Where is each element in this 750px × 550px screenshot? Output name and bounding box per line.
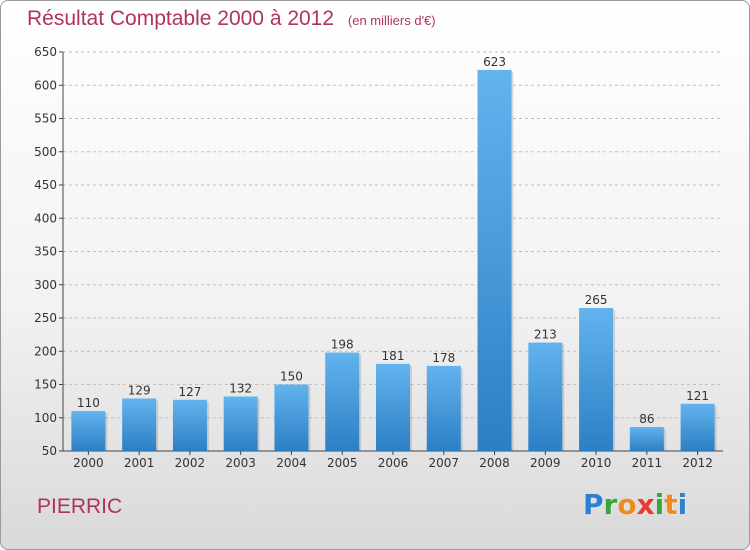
bar-value-label: 132 [229,381,252,395]
bar-value-label: 129 [128,383,151,397]
x-tick-label: 2006 [378,456,409,470]
bar-value-label: 198 [331,338,354,352]
x-tick-label: 2004 [276,456,307,470]
logo-letter: x [636,488,655,521]
bar [172,399,207,451]
logo-letter: o [617,488,637,521]
bar [629,427,664,451]
y-tick-label: 250 [34,311,57,325]
y-tick-label: 600 [34,78,57,92]
bar [71,411,106,451]
y-tick-label: 200 [34,344,57,358]
bar [122,398,157,451]
chart-title: Résultat Comptable 2000 à 2012 (en milli… [27,7,436,31]
chart-title-text: Résultat Comptable 2000 à 2012 [27,7,335,30]
bar-value-label: 213 [534,328,557,342]
bar [325,352,360,451]
logo-letter: i [654,488,665,521]
y-tick-label: 650 [34,45,57,59]
y-tick-label: 100 [34,411,57,425]
bar-value-label: 150 [280,370,303,384]
logo-letter: P [583,488,604,521]
x-tick-label: 2001 [124,456,155,470]
y-tick-label: 400 [34,211,57,225]
bar [223,396,258,451]
x-tick-label: 2007 [428,456,459,470]
commune-name: PIERRIC [37,495,123,518]
logo-letter: t [664,488,678,521]
y-tick-label: 150 [34,378,57,392]
y-tick-label: 450 [34,178,57,192]
bar-value-label: 178 [432,351,455,365]
x-tick-label: 2008 [479,456,510,470]
bar [376,363,410,451]
x-tick-label: 2012 [682,456,713,470]
bar-value-label: 86 [639,412,654,426]
x-tick-label: 2009 [530,456,561,470]
y-tick-label: 350 [34,245,57,259]
bar [528,342,563,451]
proxiti-logo: Proxiti [583,488,687,521]
x-tick-label: 2003 [225,456,256,470]
bar [477,69,512,451]
x-tick-label: 2005 [327,456,358,470]
x-tick-label: 2002 [175,456,206,470]
bar [579,308,614,451]
logo-letter: r [603,488,618,521]
logo-letter: i [677,488,688,521]
chart-unit: (en milliers d'€) [347,13,436,28]
x-tick-label: 2010 [581,456,612,470]
bar-value-label: 127 [178,385,201,399]
bar [680,403,715,451]
bar-value-label: 121 [686,389,709,403]
x-tick-label: 2011 [632,456,663,470]
y-tick-label: 300 [34,278,57,292]
bar [274,384,309,451]
x-tick-label: 2000 [73,456,104,470]
bar-value-label: 623 [483,55,506,69]
y-tick-label: 50 [42,444,57,458]
bar [426,365,461,451]
bar-value-label: 110 [77,396,100,410]
bar-value-label: 265 [585,293,608,307]
y-tick-label: 550 [34,112,57,126]
bar-value-label: 181 [382,349,405,363]
y-tick-label: 500 [34,145,57,159]
